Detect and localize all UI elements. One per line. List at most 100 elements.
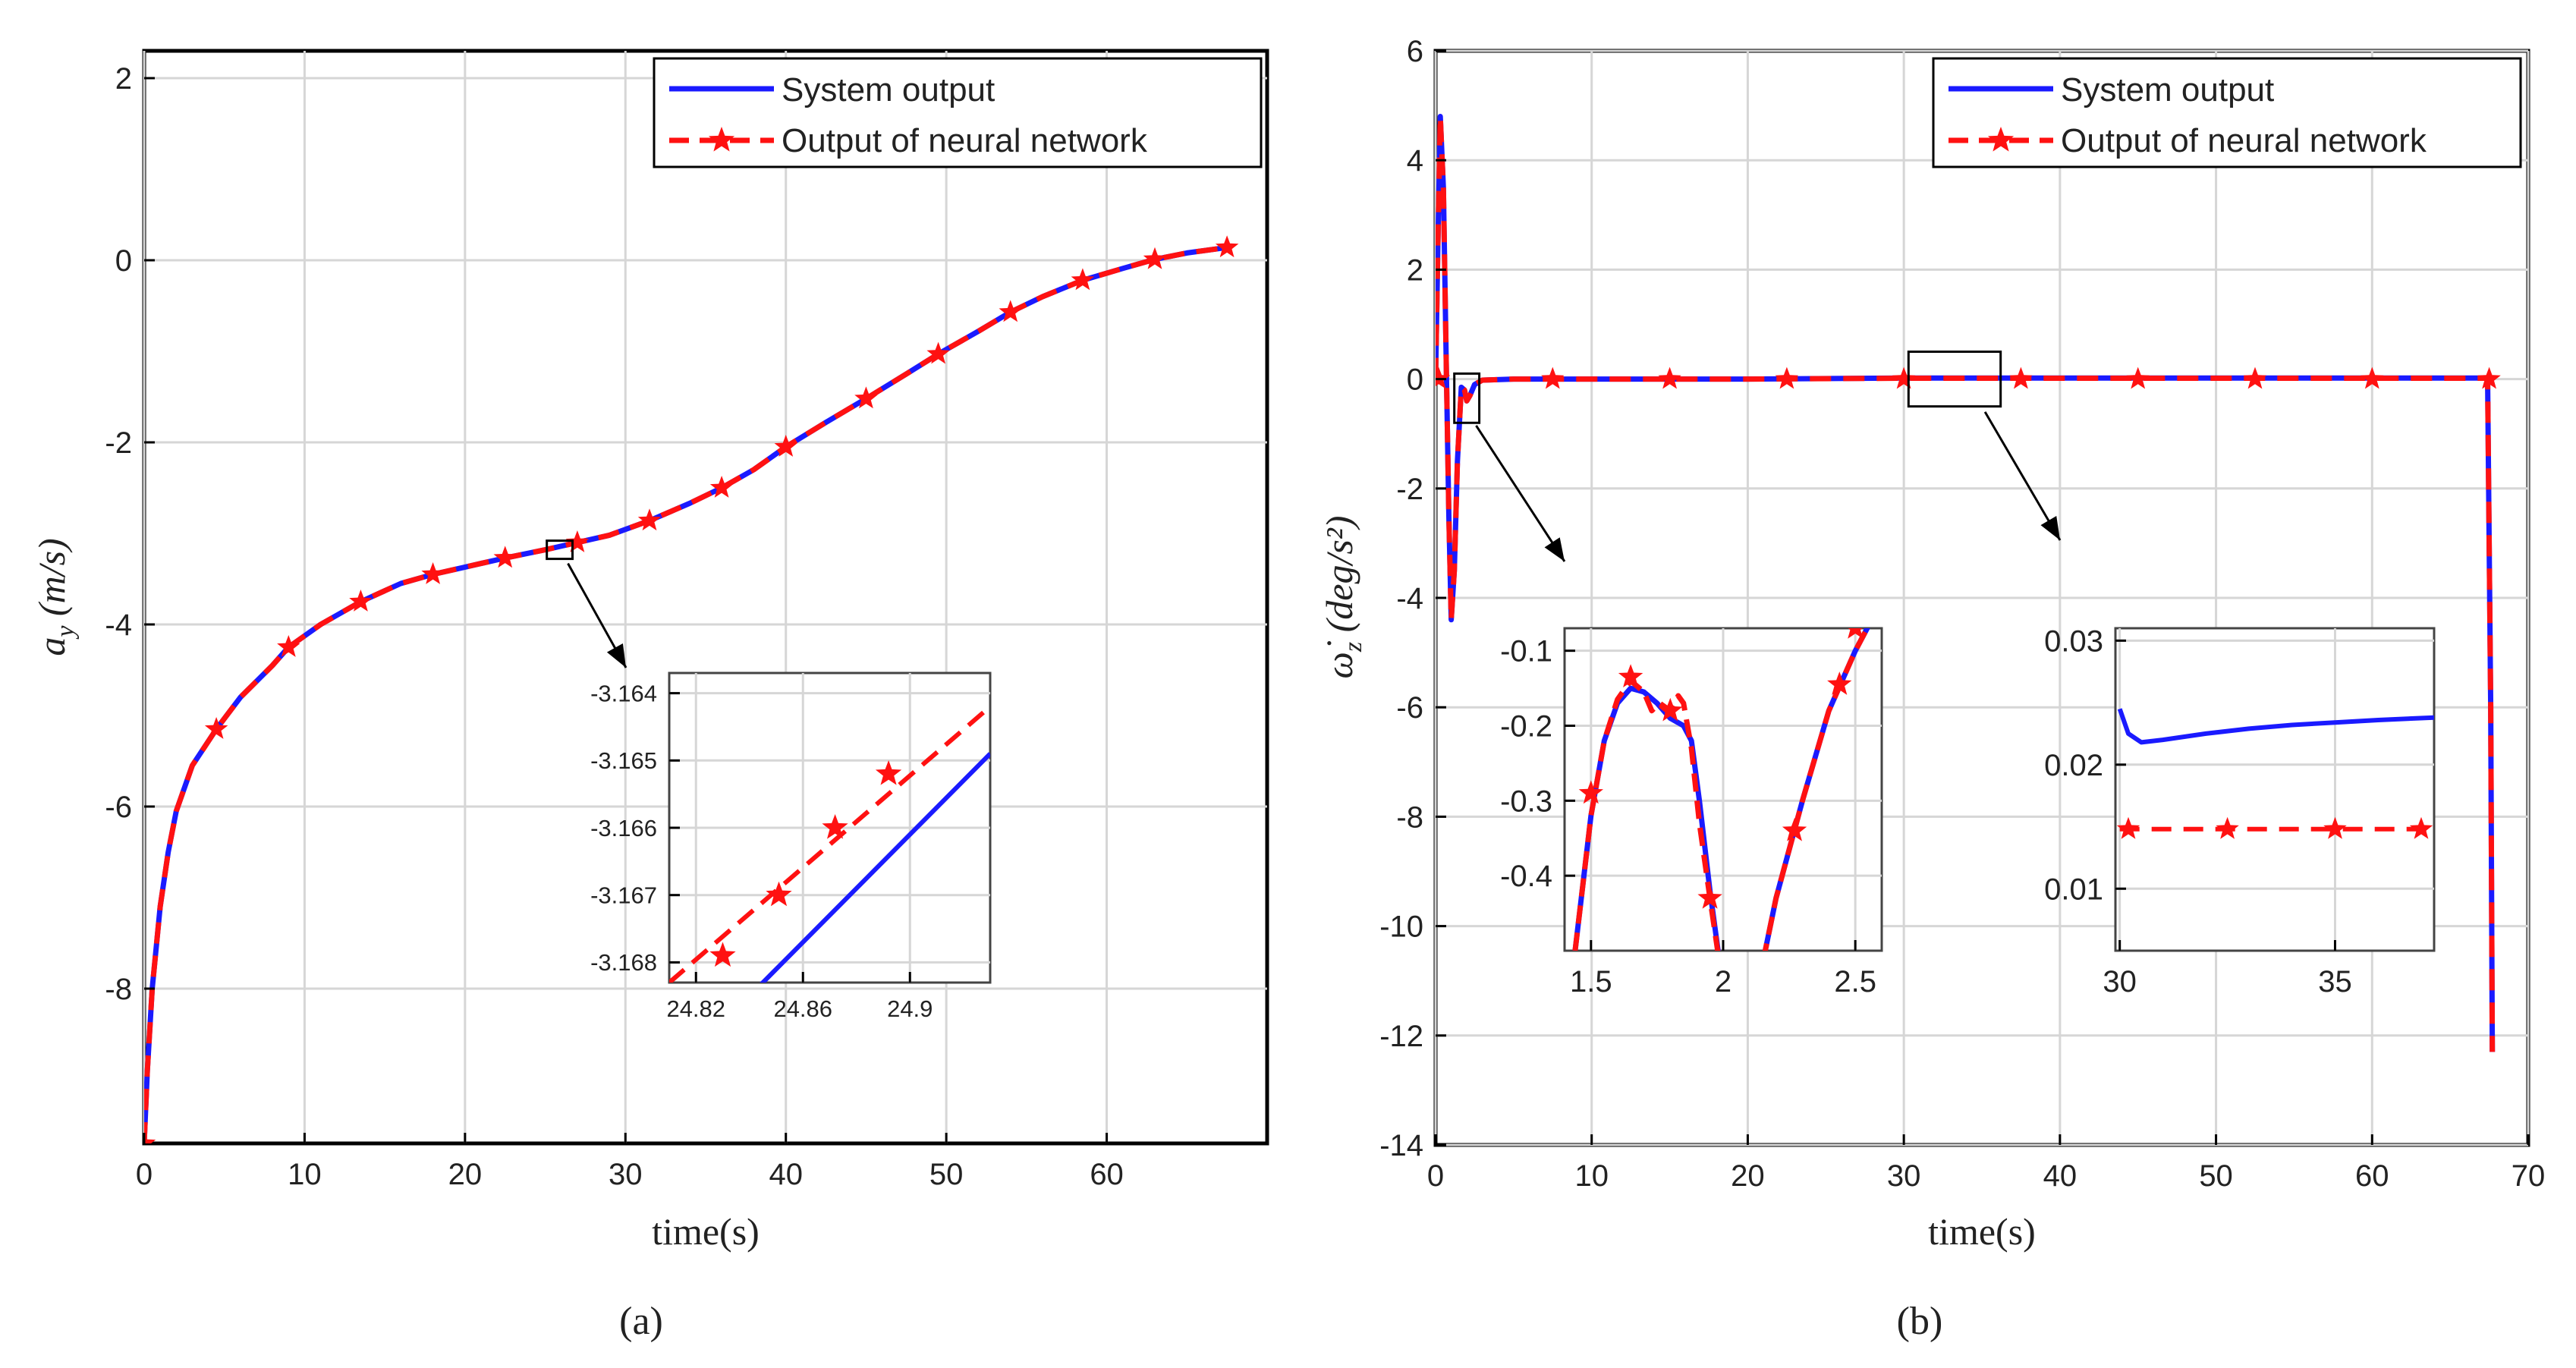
b-ytick-label: 0 xyxy=(1407,363,1423,397)
a-ytick-label: 0 xyxy=(115,244,132,278)
a-marker-star xyxy=(774,435,797,457)
zoom-arrowhead-b-1 xyxy=(1544,537,1565,561)
legend-box-b xyxy=(1932,57,2522,168)
zoom-box-b-2 xyxy=(1907,351,2002,408)
a-inset-marker-star xyxy=(822,814,848,839)
b-inset-1-xtick-label: 2 xyxy=(1715,965,1731,998)
b-ytick-label: -14 xyxy=(1379,1129,1423,1162)
b-inset-1-marker-star xyxy=(1578,780,1603,804)
a-marker-star xyxy=(637,508,662,531)
b-ytick-label: -8 xyxy=(1396,800,1423,834)
panel-label-b: (b) xyxy=(1897,1300,1943,1343)
a-marker-star xyxy=(144,1131,156,1143)
b-marker-star xyxy=(1775,366,1799,389)
ylabel-b: ω̇z (deg/s²) xyxy=(1318,516,1367,679)
b-inset-1-marker-star xyxy=(1848,628,1864,639)
inset-b-1: 1.5 2 2.5 -0.4 -0.3 -0.2 -0.1 xyxy=(1500,627,1883,998)
b-xtick-label: 0 xyxy=(1427,1159,1444,1193)
a-inset-ytick-label: -3.168 xyxy=(590,949,657,976)
b-ytick-label: -4 xyxy=(1396,582,1423,615)
chart-panel-b: 0 10 20 30 40 50 60 70 -14 -12 -10 -8 -6 -4 -2 0 2 4 6 1.5… xyxy=(1318,35,2545,1343)
inset-box-b-2 xyxy=(2114,627,2436,952)
a-ytick-label: -4 xyxy=(105,609,132,642)
b-marker-star xyxy=(1892,366,1916,389)
a-marker-star xyxy=(421,562,445,584)
zoom-arrowhead-b-2 xyxy=(2040,516,2060,540)
b-inset-2-series-system xyxy=(2117,708,2434,745)
legend-label-nn-a: Output of neural network xyxy=(782,122,1148,159)
b-marker-star xyxy=(2009,366,2033,389)
b-marker-star xyxy=(2243,366,2267,389)
b-inset-2-marker-star xyxy=(2116,816,2140,839)
legend-label-system-b: System output xyxy=(2061,71,2274,108)
b-inset-1-ytick-label: -0.4 xyxy=(1500,860,1552,893)
chart-panel-a: 0 10 20 30 40 50 60 -8 -6 -4 -2 0 2 24.82 24.86 24.9 -3… xyxy=(30,49,1269,1343)
ticks-a: 0 10 20 30 40 50 60 -8 -6 -4 -2 0 2 xyxy=(105,62,1123,1191)
panel-label-a: (a) xyxy=(619,1300,663,1343)
zoom-box-b-1 xyxy=(1453,372,1481,424)
a-marker-star xyxy=(565,530,590,552)
a-marker-star xyxy=(999,300,1022,322)
b-inset-2-ytick-label: 0.03 xyxy=(2044,624,2103,658)
ylabel-b-text: ω̇z (deg/s²) xyxy=(1318,516,1367,679)
a-marker-star xyxy=(1215,235,1239,258)
a-marker-star xyxy=(204,717,228,739)
b-inset-2-xtick-label: 35 xyxy=(2318,965,2352,998)
b-inset-1-marker-star xyxy=(1658,697,1683,722)
b-inset-2-marker-star xyxy=(2409,816,2433,839)
legend-box-a xyxy=(653,57,1263,168)
legend-a: System output Output of neural network xyxy=(653,57,1263,168)
inset-grid-a xyxy=(669,673,990,983)
b-xtick-label: 70 xyxy=(2512,1159,2546,1193)
b-xtick-label: 50 xyxy=(2199,1159,2233,1193)
inset-ticks-a: 24.82 24.86 24.9 -3.168 -3.167 -3.166 -3.165 -3… xyxy=(590,680,933,1022)
a-inset-xtick-label: 24.86 xyxy=(773,995,832,1022)
a-inset-ytick-label: -3.165 xyxy=(590,747,657,774)
inset-series-b-1 xyxy=(1572,628,1870,951)
series-group-b xyxy=(1436,114,2501,1052)
zoom-arrow-b-2 xyxy=(1983,411,2062,541)
b-ytick-label: -10 xyxy=(1379,910,1423,944)
a-ytick-label: -2 xyxy=(105,426,132,460)
b-inset-1-marker-star xyxy=(1618,664,1643,687)
b-xtick-label: 60 xyxy=(2355,1159,2389,1193)
a-inset-marker-star xyxy=(709,942,736,967)
b-xtick-label: 20 xyxy=(1731,1159,1765,1193)
a-xtick-label: 20 xyxy=(448,1158,483,1191)
a-xtick-label: 10 xyxy=(288,1158,322,1191)
a-inset-ytick-label: -3.167 xyxy=(590,882,657,909)
b-ytick-label: -2 xyxy=(1396,473,1423,506)
series-group-a xyxy=(144,235,1239,1143)
a-inset-xtick-label: 24.82 xyxy=(666,995,725,1022)
b-inset-1-ytick-label: -0.2 xyxy=(1500,709,1552,743)
a-xtick-label: 50 xyxy=(929,1158,964,1191)
a-marker-star xyxy=(1071,268,1095,291)
a-xtick-label: 30 xyxy=(609,1158,643,1191)
b-xtick-label: 10 xyxy=(1574,1159,1609,1193)
b-inset-2-ytick-label: 0.01 xyxy=(2044,873,2103,906)
b-marker-star xyxy=(1541,366,1565,389)
ylabel-a: ay (m/s) xyxy=(30,538,80,656)
a-ytick-label: 2 xyxy=(115,62,132,96)
b-marker-star xyxy=(2126,366,2150,389)
legend-star-icon-a xyxy=(708,127,735,152)
a-inset-ytick-label: -3.164 xyxy=(590,680,657,706)
inset-grid-b-2 xyxy=(2115,628,2434,951)
b-ytick-label: 2 xyxy=(1407,253,1423,287)
a-inset-series-nn xyxy=(669,705,990,983)
b-inset-1-series-nn xyxy=(1572,678,1721,951)
b-marker-star xyxy=(2477,366,2501,389)
b-marker-star xyxy=(1436,366,1451,389)
b-inset-1-marker-star xyxy=(1697,885,1722,909)
b-inset-1-marker-star xyxy=(1782,817,1807,841)
b-inset-1-marker-star xyxy=(1827,671,1852,695)
b-inset-1-series-nn xyxy=(1762,628,1870,951)
a-marker-star xyxy=(926,341,950,364)
a-xtick-label: 40 xyxy=(769,1158,803,1191)
b-xtick-label: 30 xyxy=(1887,1159,1921,1193)
a-marker-star xyxy=(709,476,734,498)
b-marker-star xyxy=(1658,366,1681,389)
a-inset-xtick-label: 24.9 xyxy=(887,995,933,1022)
inset-series-b-2 xyxy=(2116,708,2434,839)
